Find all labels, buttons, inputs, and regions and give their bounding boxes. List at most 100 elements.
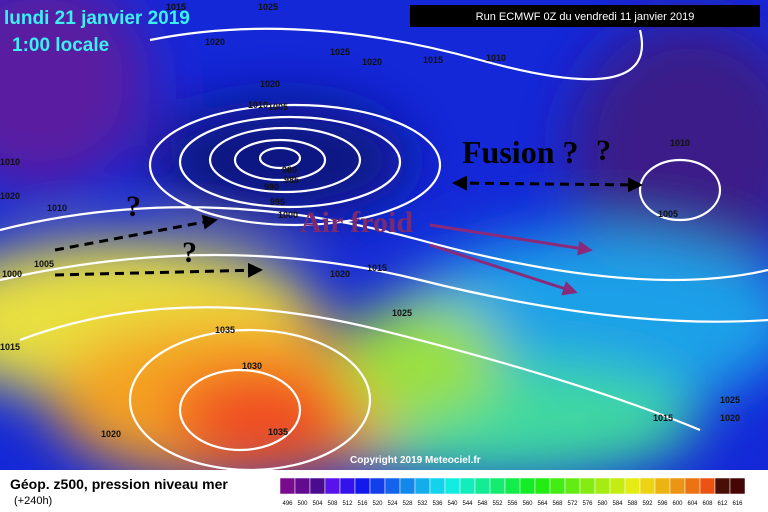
- isobar-label: 1010: [670, 138, 690, 148]
- colorbar-cell: [384, 477, 401, 495]
- isobar-label: 1010: [0, 157, 20, 167]
- isobar-label: 1010: [248, 100, 268, 110]
- isobar-label: 1020: [260, 79, 280, 89]
- colorbar-cell: [639, 477, 656, 495]
- colorbar-label: 608: [702, 501, 713, 507]
- question-mark: ?: [126, 190, 141, 223]
- isobar-label: 985: [284, 175, 299, 185]
- isobar-label: 1020: [362, 57, 382, 67]
- isobar-label: 1005: [268, 102, 288, 112]
- colorbar-cell: [684, 477, 701, 495]
- isobar-label: 1015: [423, 55, 443, 65]
- colorbar-cell: [369, 477, 386, 495]
- isobar-label: 1005: [658, 209, 678, 219]
- question-mark: ?: [182, 236, 197, 269]
- colorbar-label: 496: [282, 501, 293, 507]
- colorbar-label: 536: [432, 501, 443, 507]
- colorbar-label: 612: [717, 501, 728, 507]
- colorbar-cell: [279, 477, 296, 495]
- colorbar-cell: [624, 477, 641, 495]
- colorbar-cell: [654, 477, 671, 495]
- isobar-label: 1020: [720, 413, 740, 423]
- run-box: [410, 5, 760, 27]
- isobar-label: 1015: [166, 2, 186, 12]
- colorbar-cell: [729, 477, 746, 495]
- isobar-label: 1020: [205, 37, 225, 47]
- run-info: Run ECMWF 0Z du vendredi 11 janvier 2019: [476, 11, 695, 23]
- isobar-label: 1000: [2, 269, 22, 279]
- colorbar-label: 560: [522, 501, 533, 507]
- isobar-label: 1015: [367, 263, 387, 273]
- colorbar-label: 568: [552, 501, 563, 507]
- isobar-label: 1020: [330, 269, 350, 279]
- colorbar-cell: [549, 477, 566, 495]
- lead-time: (+240h): [14, 495, 52, 507]
- colorbar-cell: [534, 477, 551, 495]
- colorbar-label: 604: [687, 501, 698, 507]
- colorbar-cell: [339, 477, 356, 495]
- colorbar-cell: [429, 477, 446, 495]
- colorbar-cell: [414, 477, 431, 495]
- colorbar-cell: [699, 477, 716, 495]
- colorbar-cell: [354, 477, 371, 495]
- isobar-label: 990: [264, 182, 279, 192]
- isobar-label: 1005: [34, 259, 54, 269]
- colorbar-cell: [474, 477, 491, 495]
- colorbar-label: 576: [582, 501, 593, 507]
- colorbar-label: 556: [507, 501, 518, 507]
- isobar-label: 1010: [47, 203, 67, 213]
- isobar-label: 1025: [392, 308, 412, 318]
- colorbar-label: 616: [732, 501, 743, 507]
- colorbar-label: 512: [342, 501, 353, 507]
- colorbar-cell: [399, 477, 416, 495]
- colorbar-label: 516: [357, 501, 368, 507]
- annotation-arrows: [54, 175, 643, 296]
- colorbar-label: 500: [297, 501, 308, 507]
- colorbar-label: 548: [477, 501, 488, 507]
- isobar-label: 1020: [0, 191, 20, 201]
- colorbar-label: 572: [567, 501, 578, 507]
- colorbar-label: 544: [462, 501, 473, 507]
- colorbar-cell: [489, 477, 506, 495]
- isobar-label: 1015: [653, 413, 673, 423]
- cold-air-label: Air froid: [300, 206, 413, 239]
- colorbar-label: 552: [492, 501, 503, 507]
- isobar-label: 1035: [215, 325, 235, 335]
- colorbar-cell: [519, 477, 536, 495]
- time: 1:00 locale: [12, 35, 109, 56]
- colorbar-label: 596: [657, 501, 668, 507]
- isobar-label: 1020: [101, 429, 121, 439]
- isobar-label: 1030: [242, 361, 262, 371]
- colorbar-label: 588: [627, 501, 638, 507]
- colorbar-label: 508: [327, 501, 338, 507]
- legend-title: Géop. z500, pression niveau mer: [10, 476, 228, 492]
- colorbar-label: 504: [312, 501, 323, 507]
- isobar-label: 995: [270, 197, 285, 207]
- isobar-label: 1025: [330, 47, 350, 57]
- colorbar-cell: [609, 477, 626, 495]
- colorbar-label: 600: [672, 501, 683, 507]
- colorbar-cell: [714, 477, 731, 495]
- colorbar-cell: [324, 477, 341, 495]
- copyright: Copyright 2019 Meteociel.fr: [350, 455, 481, 466]
- colorbar-cell: [564, 477, 581, 495]
- date: lundi 21 janvier 2019: [4, 8, 190, 29]
- colorbar-label: 528: [402, 501, 413, 507]
- colorbar-cell: [309, 477, 326, 495]
- isobar-label: 1015: [0, 342, 20, 352]
- colorbar-cell: [444, 477, 461, 495]
- colorbar-label: 580: [597, 501, 608, 507]
- field: [0, 0, 768, 480]
- colorbar-label: 532: [417, 501, 428, 507]
- colorbar-cell: [594, 477, 611, 495]
- colorbar-cell: [669, 477, 686, 495]
- isobar-label: 1000: [278, 210, 298, 220]
- colorbar-cell: [579, 477, 596, 495]
- colorbar-label: 540: [447, 501, 458, 507]
- isobar-label: 1025: [258, 2, 278, 12]
- colorbar-cell: [459, 477, 476, 495]
- isobar-label: 1010: [486, 53, 506, 63]
- colorbar-cell: [294, 477, 311, 495]
- isobar-label: 980: [282, 165, 297, 175]
